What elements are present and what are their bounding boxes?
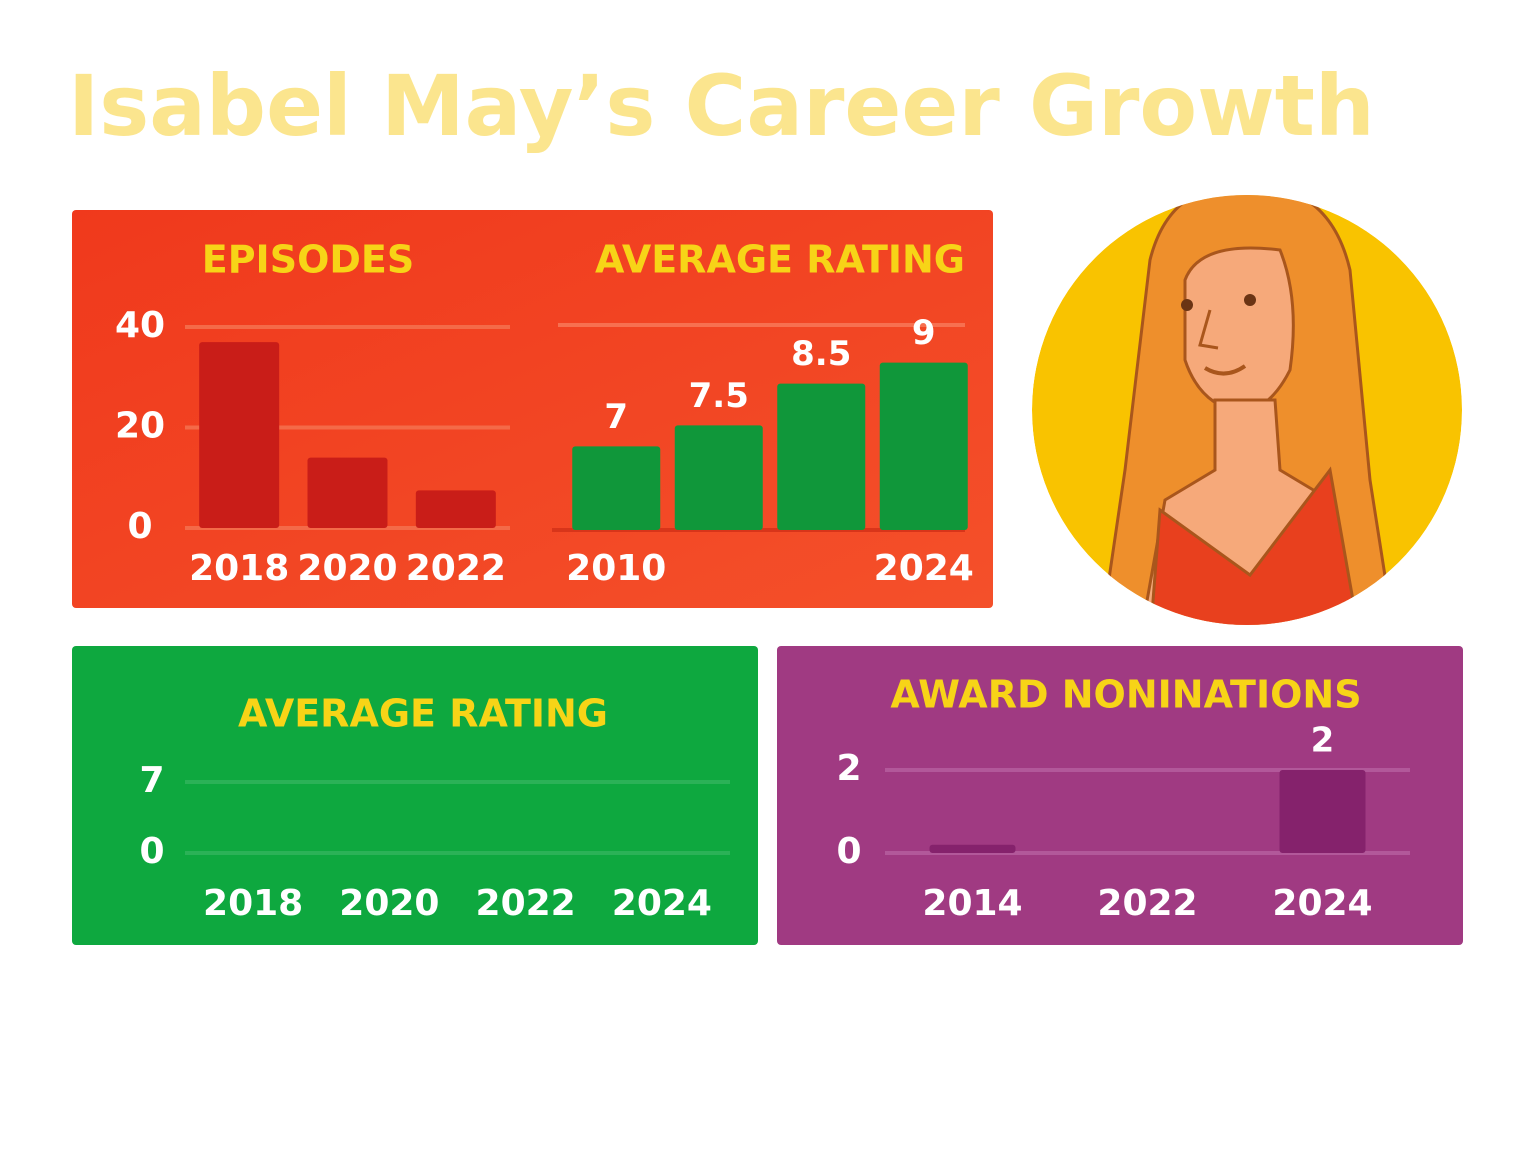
data-label: 9 [912,313,936,353]
bar [1279,770,1366,853]
x-tick-label: 2020 [297,548,397,589]
y-tick-label: 7 [139,760,164,801]
bar [307,457,388,528]
y-tick-label: 0 [127,506,152,547]
y-tick-label: 40 [115,305,165,346]
chart-title: EPISODES [202,238,415,282]
y-tick-label: 2 [836,748,861,789]
panel [777,646,1463,945]
page-title: Isabel May’s Career Growth [68,57,1375,155]
bar [777,383,866,530]
bar [674,425,763,530]
bar [415,490,496,528]
panel [72,646,758,945]
x-tick-label: 2022 [406,548,506,589]
bar [929,844,1016,853]
data-label: 7 [604,397,628,437]
data-label: 7.5 [689,376,749,416]
chart-title: AWARD NONINATIONS [890,673,1361,717]
bar [199,342,280,528]
x-tick-label: 2018 [203,883,303,924]
portrait [1032,195,1462,625]
x-tick-label: 2014 [922,883,1022,924]
x-tick-label: 2010 [566,548,666,589]
x-tick-label: 2022 [476,883,576,924]
y-tick-label: 0 [139,831,164,872]
y-tick-label: 0 [836,831,861,872]
x-tick-label: 2024 [1272,883,1372,924]
bar [572,446,661,530]
data-label: 2 [1311,721,1335,761]
x-tick-label: 2024 [874,548,974,589]
chart-title: AVERAGE RATING [595,238,965,282]
bar [879,362,968,530]
data-label: 8.5 [791,334,851,374]
x-tick-label: 2022 [1097,883,1197,924]
x-tick-label: 2018 [189,548,289,589]
chart-title: AVERAGE RATING [238,692,608,736]
x-tick-label: 2024 [612,883,712,924]
y-tick-label: 20 [115,406,165,447]
x-tick-label: 2020 [339,883,439,924]
